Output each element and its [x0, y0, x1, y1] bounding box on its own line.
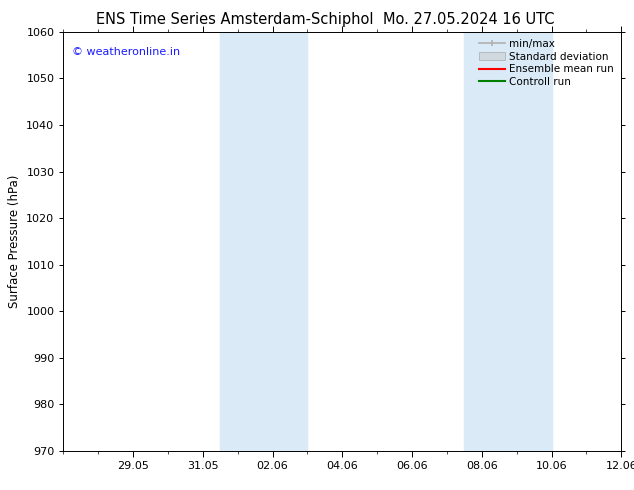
Text: © weatheronline.in: © weatheronline.in: [72, 47, 180, 56]
Bar: [221, 32, 307, 451]
Bar: [464, 32, 552, 451]
Text: Mo. 27.05.2024 16 UTC: Mo. 27.05.2024 16 UTC: [384, 12, 555, 27]
Y-axis label: Surface Pressure (hPa): Surface Pressure (hPa): [8, 174, 21, 308]
Text: ENS Time Series Amsterdam-Schiphol: ENS Time Series Amsterdam-Schiphol: [96, 12, 373, 27]
Legend: min/max, Standard deviation, Ensemble mean run, Controll run: min/max, Standard deviation, Ensemble me…: [477, 37, 616, 89]
